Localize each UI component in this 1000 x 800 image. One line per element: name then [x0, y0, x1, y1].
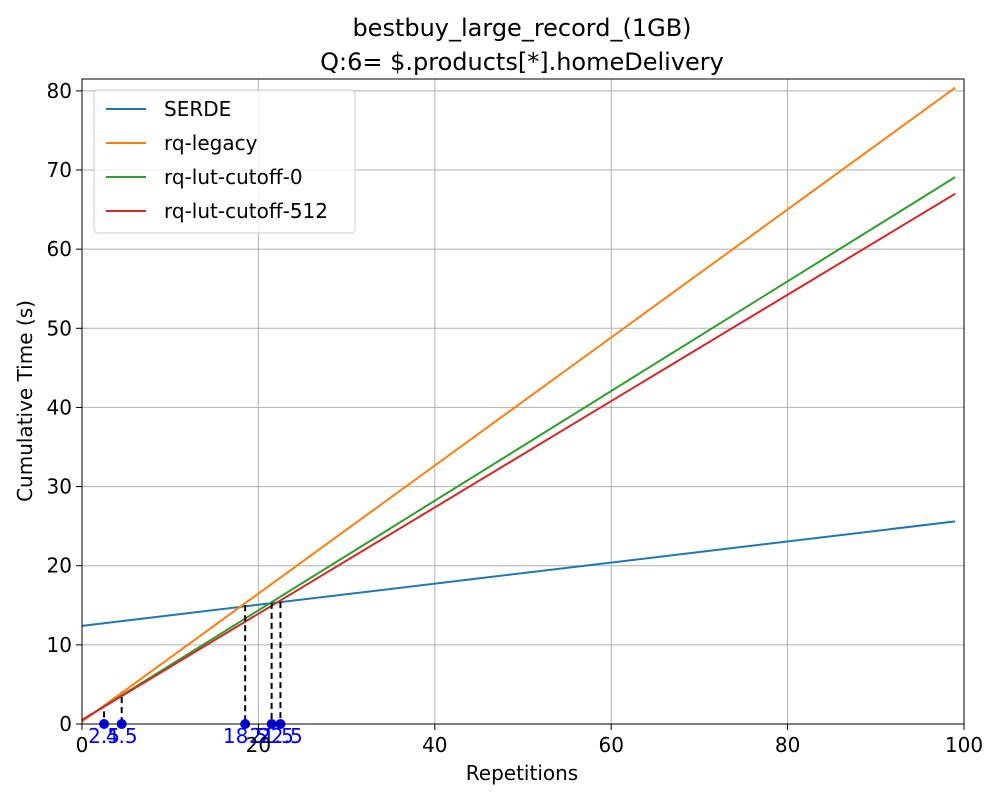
crossover-label: 21.5: [249, 724, 294, 748]
x-tick-label: 20: [246, 733, 271, 757]
y-tick-label: 40: [47, 395, 72, 419]
crossover-label: 2.5: [88, 724, 120, 748]
chart-title-line-2: Q:6= $.products[*].homeDelivery: [320, 48, 724, 76]
y-tick-label: 0: [59, 712, 72, 736]
crossover-label: 22.5: [258, 724, 303, 748]
plot-frame: [81, 78, 965, 725]
crossover-label: 18.5: [223, 724, 268, 748]
y-tick-label: 30: [47, 475, 72, 499]
y-tick-label: 50: [47, 316, 72, 340]
x-tick-label: 60: [598, 733, 623, 757]
series-line-rq-lut-cutoff-0: [81, 176, 956, 721]
x-axis-label: Repetitions: [466, 761, 578, 785]
legend: SERDE rq-legacy rq-lut-cutoff-0 rq-lut-c…: [93, 89, 356, 234]
legend-label-serde: SERDE: [164, 97, 231, 121]
crossover-label: 4.5: [106, 724, 138, 748]
y-tick-label: 10: [47, 633, 72, 657]
y-axis-label: Cumulative Time (s): [13, 300, 37, 502]
series-line-rq-lut-cutoff-512: [81, 192, 956, 721]
y-tick-label: 70: [47, 158, 72, 182]
legend-box: [93, 89, 356, 234]
legend-label-rq-lut-cutoff-512: rq-lut-cutoff-512: [164, 199, 328, 223]
x-axis-ticks: 0 20 40 60 80 100: [76, 724, 983, 757]
x-tick-label: 0: [76, 733, 89, 757]
series-line-rq-legacy: [81, 86, 956, 723]
x-tick-label: 40: [422, 733, 447, 757]
y-axis-ticks: 0 10 20 30 40 50 60 70 80: [47, 79, 82, 736]
x-tick-label: 80: [775, 733, 800, 757]
legend-label-rq-legacy: rq-legacy: [164, 131, 258, 155]
series-lines: [81, 86, 956, 723]
y-tick-label: 80: [47, 79, 72, 103]
y-tick-label: 20: [47, 554, 72, 578]
y-tick-label: 60: [47, 237, 72, 261]
legend-label-rq-lut-cutoff-0: rq-lut-cutoff-0: [164, 165, 303, 189]
chart-title-line-1: bestbuy_large_record_(1GB): [352, 14, 691, 42]
series-line-serde: [81, 520, 956, 627]
grid-lines: [81, 79, 965, 725]
x-tick-label: 100: [945, 733, 983, 757]
